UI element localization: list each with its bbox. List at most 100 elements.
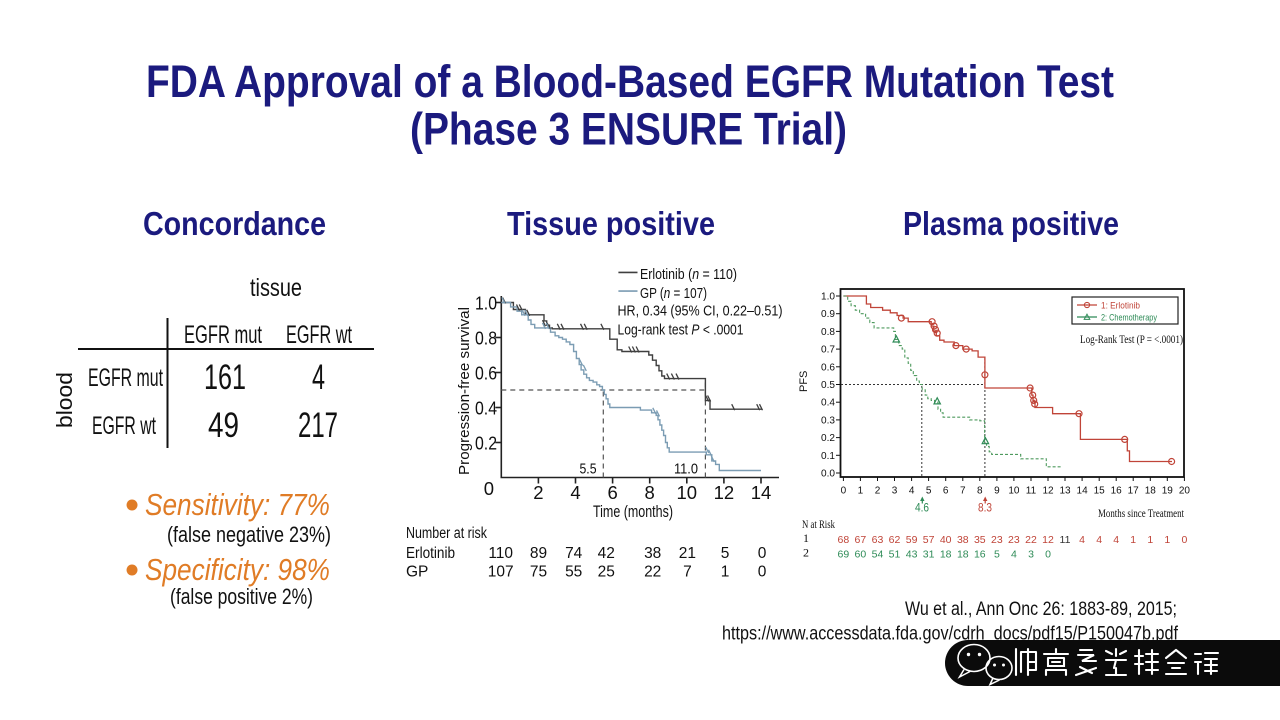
svg-text:1: 1: [858, 486, 864, 497]
svg-text:blood: blood: [52, 372, 77, 428]
svg-text:49: 49: [208, 406, 239, 445]
svg-text:0.4: 0.4: [475, 398, 497, 419]
svg-text:2: 2: [803, 546, 809, 560]
svg-text:5: 5: [926, 486, 932, 497]
svg-text:PFS: PFS: [798, 371, 810, 392]
svg-text:4: 4: [312, 358, 325, 397]
svg-text:23: 23: [991, 534, 1003, 546]
svg-text:89: 89: [530, 545, 547, 562]
svg-text:75: 75: [530, 564, 547, 581]
svg-text:EGFR wt: EGFR wt: [286, 321, 352, 349]
svg-text:10: 10: [1008, 486, 1020, 497]
svg-text:0: 0: [1045, 549, 1051, 561]
svg-text:Concordance: Concordance: [143, 205, 326, 242]
svg-text:4: 4: [1079, 534, 1085, 546]
svg-text:Log-rank test P < .0001: Log-rank test P < .0001: [618, 322, 744, 339]
svg-text:13: 13: [1059, 486, 1071, 497]
svg-text:FDA Approval of a Blood-Based: FDA Approval of a Blood-Based EGFR Mutat…: [146, 56, 1114, 107]
svg-text:(Phase 3 ENSURE Trial): (Phase 3 ENSURE Trial): [410, 104, 847, 155]
svg-text:3: 3: [892, 486, 898, 497]
svg-text:GP (n = 107): GP (n = 107): [640, 285, 707, 302]
svg-text:68: 68: [838, 534, 850, 546]
svg-text:25: 25: [598, 564, 615, 581]
svg-text:14: 14: [751, 482, 772, 503]
svg-text:12: 12: [1042, 534, 1054, 546]
svg-text:2: 2: [533, 482, 543, 503]
svg-text:Wu et al., Ann Onc 26: 1883-89: Wu et al., Ann Onc 26: 1883-89, 2015;: [905, 599, 1177, 620]
svg-text:40: 40: [940, 534, 952, 546]
svg-text:18: 18: [940, 549, 952, 561]
svg-text:0.3: 0.3: [821, 415, 835, 426]
svg-text:14: 14: [1077, 486, 1089, 497]
svg-text:1: 1: [1147, 534, 1153, 546]
svg-text:43: 43: [906, 549, 918, 561]
svg-text:4: 4: [570, 482, 580, 503]
svg-text:EGFR mut: EGFR mut: [88, 364, 163, 392]
svg-text:0.0: 0.0: [821, 469, 835, 480]
svg-text:31: 31: [923, 549, 935, 561]
svg-text:8.3: 8.3: [978, 501, 992, 515]
svg-text:18: 18: [1145, 486, 1157, 497]
svg-text:Time (months): Time (months): [593, 502, 673, 521]
svg-text:8: 8: [977, 486, 983, 497]
svg-text:11: 11: [1060, 534, 1071, 546]
svg-text:54: 54: [872, 549, 884, 561]
svg-text:42: 42: [598, 545, 615, 562]
svg-text:4: 4: [909, 486, 915, 497]
svg-text:4.6: 4.6: [915, 501, 929, 515]
svg-text:(false negative 23%): (false negative 23%): [167, 522, 331, 547]
svg-text:1: 1: [803, 531, 809, 545]
svg-text:1: Erlotinib: 1: Erlotinib: [1101, 301, 1140, 312]
svg-text:5.5: 5.5: [580, 460, 597, 477]
svg-text:9: 9: [994, 486, 1000, 497]
svg-text:107: 107: [488, 564, 514, 581]
svg-text:0.9: 0.9: [821, 309, 835, 320]
svg-text:0.6: 0.6: [475, 363, 497, 384]
svg-text:62: 62: [889, 534, 901, 546]
svg-text:6: 6: [943, 486, 949, 497]
svg-text:https://www.accessdata.fda.gov: https://www.accessdata.fda.gov/cdrh_docs…: [722, 624, 1179, 645]
svg-text:1: 1: [721, 564, 730, 581]
svg-text:0.1: 0.1: [821, 451, 835, 462]
svg-text:1.0: 1.0: [821, 292, 835, 303]
svg-text:69: 69: [838, 549, 850, 561]
svg-text:20: 20: [1179, 486, 1191, 497]
svg-text:5: 5: [721, 545, 730, 562]
svg-text:10: 10: [677, 482, 698, 503]
svg-text:GP: GP: [406, 564, 428, 581]
svg-text:0.2: 0.2: [821, 433, 835, 444]
svg-text:(false positive 2%): (false positive 2%): [170, 584, 313, 609]
svg-text:60: 60: [855, 549, 867, 561]
svg-text:7: 7: [683, 564, 692, 581]
svg-text:5: 5: [994, 549, 1000, 561]
svg-text:Erlotinib (n = 110): Erlotinib (n = 110): [640, 266, 737, 283]
svg-text:Specificity: 98%: Specificity: 98%: [145, 552, 330, 587]
svg-text:1: 1: [1130, 534, 1136, 546]
svg-text:HR, 0.34 (95% CI, 0.22–0.51): HR, 0.34 (95% CI, 0.22–0.51): [618, 303, 783, 320]
svg-text:55: 55: [565, 564, 582, 581]
svg-text:Erlotinib: Erlotinib: [406, 545, 455, 562]
svg-text:1: 1: [1164, 534, 1170, 546]
svg-text:4: 4: [1096, 534, 1102, 546]
svg-text:0.8: 0.8: [475, 328, 497, 349]
svg-text:18: 18: [957, 549, 969, 561]
svg-text:N at Risk: N at Risk: [802, 517, 835, 531]
svg-text:15: 15: [1094, 486, 1106, 497]
svg-text:6: 6: [607, 482, 617, 503]
svg-text:EGFR mut: EGFR mut: [184, 321, 262, 349]
svg-text:0.6: 0.6: [821, 362, 835, 373]
svg-text:2: Chemotherapy: 2: Chemotherapy: [1101, 313, 1157, 324]
svg-text:59: 59: [906, 534, 918, 546]
svg-text:0: 0: [758, 545, 767, 562]
svg-text:0.5: 0.5: [821, 380, 835, 391]
svg-text:217: 217: [298, 406, 338, 445]
svg-text:3: 3: [1028, 549, 1034, 561]
svg-text:0: 0: [1181, 534, 1187, 546]
svg-text:Log-Rank Test (P = <.0001): Log-Rank Test (P = <.0001): [1080, 334, 1183, 346]
svg-text:8: 8: [645, 482, 655, 503]
svg-text:110: 110: [488, 545, 513, 562]
svg-text:74: 74: [565, 545, 583, 562]
svg-text:Progression-free survival: Progression-free survival: [456, 307, 473, 475]
svg-text:35: 35: [974, 534, 986, 546]
svg-text:Plasma positive: Plasma positive: [903, 205, 1119, 242]
